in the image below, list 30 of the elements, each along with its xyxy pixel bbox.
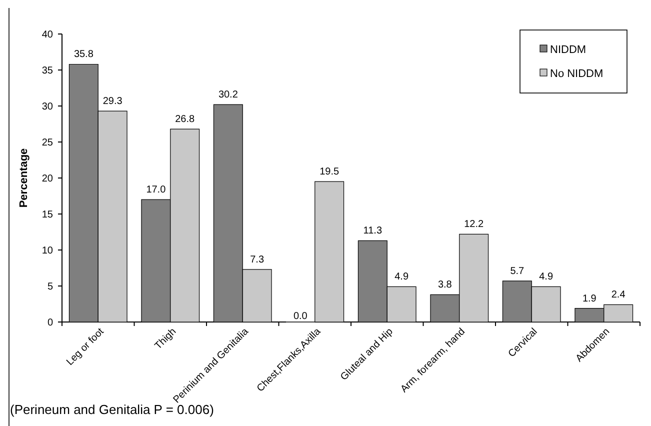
x-tick-label: Leg or foot: [64, 326, 106, 368]
y-tick-label: 15: [42, 210, 54, 220]
y-tick-label: 35: [42, 66, 54, 76]
y-tick-label: 40: [42, 30, 54, 40]
data-label: 30.2: [218, 90, 238, 101]
data-label: 17.0: [146, 184, 166, 196]
data-label: 0.0: [293, 311, 308, 322]
data-label: 12.2: [464, 219, 484, 230]
data-label: 5.7: [510, 266, 525, 277]
y-tick-label: 0: [47, 318, 54, 328]
data-label: 4.9: [539, 272, 554, 283]
y-tick-label: 5: [47, 282, 54, 292]
data-label: 26.8: [175, 114, 195, 126]
data-label: 29.3: [102, 96, 123, 108]
y-tick-label: 10: [42, 246, 54, 256]
data-label: 35.8: [74, 49, 94, 60]
legend-label: NIDDM: [550, 44, 586, 56]
y-tick-label: 20: [42, 174, 54, 184]
data-label: 7.3: [250, 254, 264, 266]
data-label: 2.4: [611, 290, 626, 301]
data-label: 19.5: [320, 166, 340, 178]
legend-label: No NIDDM: [550, 68, 604, 80]
text: (Perineum and Genitalia P = 0.006): [10, 402, 214, 417]
data-label: 3.8: [438, 280, 452, 291]
y-axis-title: Percentage: [18, 148, 30, 208]
y-tick-label: 25: [42, 138, 54, 148]
data-label: 11.3: [363, 226, 382, 237]
data-label: 1.9: [582, 293, 597, 304]
data-label: 4.9: [394, 272, 409, 283]
y-tick-label: 30: [42, 102, 54, 112]
